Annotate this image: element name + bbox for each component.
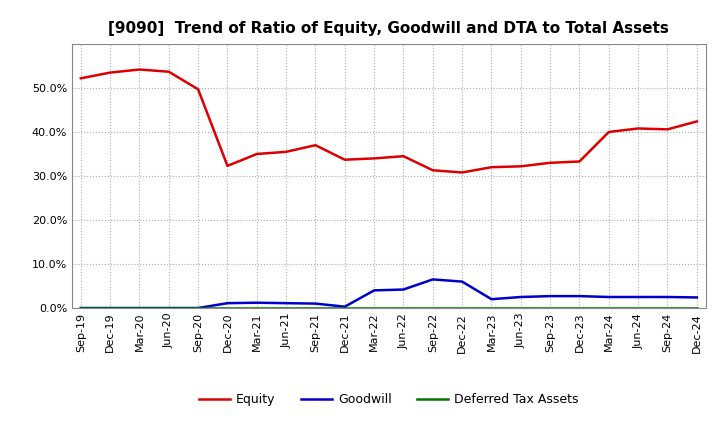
Equity <box>282 149 290 154</box>
Goodwill <box>663 294 672 300</box>
Equity <box>311 143 320 148</box>
Goodwill <box>370 288 379 293</box>
Goodwill <box>575 293 584 299</box>
Equity <box>223 163 232 169</box>
Goodwill <box>693 295 701 300</box>
Deferred Tax Assets <box>253 305 261 310</box>
Equity <box>663 127 672 132</box>
Equity <box>487 165 496 170</box>
Goodwill <box>282 301 290 306</box>
Equity <box>428 168 437 173</box>
Goodwill <box>516 294 525 300</box>
Equity <box>575 159 584 164</box>
Deferred Tax Assets <box>399 305 408 310</box>
Equity <box>546 160 554 165</box>
Equity <box>135 67 144 72</box>
Equity <box>164 69 173 74</box>
Deferred Tax Assets <box>516 305 525 310</box>
Goodwill <box>634 294 642 300</box>
Deferred Tax Assets <box>693 305 701 310</box>
Goodwill <box>135 305 144 311</box>
Deferred Tax Assets <box>428 305 437 310</box>
Deferred Tax Assets <box>223 305 232 310</box>
Deferred Tax Assets <box>663 305 672 310</box>
Deferred Tax Assets <box>370 305 379 310</box>
Goodwill <box>253 300 261 305</box>
Deferred Tax Assets <box>341 305 349 310</box>
Deferred Tax Assets <box>76 305 85 310</box>
Equity <box>516 164 525 169</box>
Deferred Tax Assets <box>605 305 613 310</box>
Goodwill <box>106 305 114 311</box>
Deferred Tax Assets <box>487 305 496 310</box>
Goodwill <box>487 297 496 302</box>
Deferred Tax Assets <box>575 305 584 310</box>
Equity <box>399 154 408 159</box>
Goodwill <box>428 277 437 282</box>
Equity <box>194 87 202 92</box>
Equity <box>634 126 642 131</box>
Deferred Tax Assets <box>135 305 144 310</box>
Goodwill <box>341 304 349 309</box>
Equity <box>341 157 349 162</box>
Goodwill <box>458 279 467 284</box>
Goodwill <box>546 293 554 299</box>
Deferred Tax Assets <box>194 305 202 310</box>
Goodwill <box>311 301 320 306</box>
Equity <box>76 76 85 81</box>
Goodwill <box>164 305 173 311</box>
Equity <box>370 156 379 161</box>
Deferred Tax Assets <box>282 305 290 310</box>
Goodwill <box>194 305 202 311</box>
Goodwill <box>605 294 613 300</box>
Deferred Tax Assets <box>458 305 467 310</box>
Deferred Tax Assets <box>546 305 554 310</box>
Goodwill <box>223 301 232 306</box>
Equity <box>458 170 467 175</box>
Legend: Equity, Goodwill, Deferred Tax Assets: Equity, Goodwill, Deferred Tax Assets <box>194 388 584 411</box>
Line: Goodwill: Goodwill <box>81 279 697 308</box>
Deferred Tax Assets <box>164 305 173 310</box>
Equity <box>253 151 261 157</box>
Title: [9090]  Trend of Ratio of Equity, Goodwill and DTA to Total Assets: [9090] Trend of Ratio of Equity, Goodwil… <box>109 21 669 36</box>
Deferred Tax Assets <box>106 305 114 310</box>
Line: Equity: Equity <box>81 70 697 172</box>
Equity <box>693 119 701 124</box>
Equity <box>106 70 114 75</box>
Goodwill <box>399 287 408 292</box>
Goodwill <box>76 305 85 311</box>
Deferred Tax Assets <box>634 305 642 310</box>
Deferred Tax Assets <box>311 305 320 310</box>
Equity <box>605 129 613 135</box>
